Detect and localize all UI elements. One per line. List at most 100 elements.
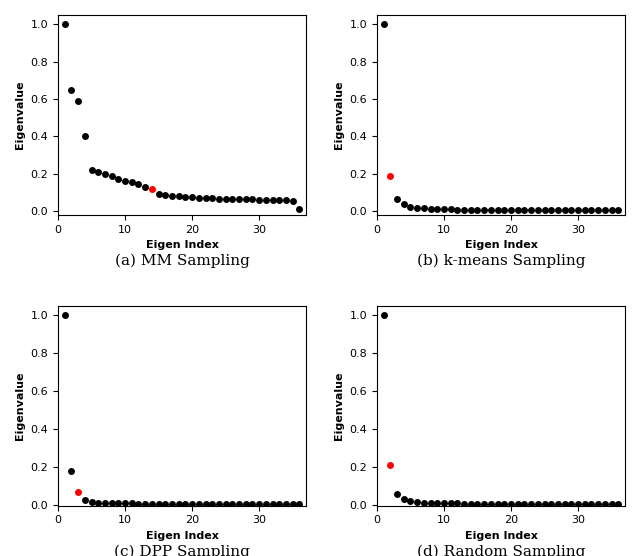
- Point: [586, 500, 596, 509]
- X-axis label: Eigen Index: Eigen Index: [146, 531, 218, 541]
- Point: [499, 500, 509, 509]
- Point: [281, 500, 291, 509]
- Y-axis label: Eigenvalue: Eigenvalue: [334, 371, 344, 440]
- Point: [274, 196, 284, 205]
- Point: [133, 499, 143, 508]
- Point: [513, 206, 523, 215]
- Point: [607, 206, 617, 215]
- Point: [207, 500, 218, 509]
- Point: [234, 500, 244, 509]
- Point: [187, 193, 197, 202]
- Point: [580, 500, 590, 509]
- Point: [173, 499, 184, 508]
- Point: [60, 311, 70, 320]
- Point: [200, 193, 211, 202]
- Point: [86, 498, 97, 507]
- Point: [281, 196, 291, 205]
- Point: [432, 499, 442, 508]
- Point: [566, 206, 577, 215]
- Point: [140, 182, 150, 191]
- X-axis label: Eigen Index: Eigen Index: [465, 531, 538, 541]
- Point: [519, 500, 529, 509]
- Point: [479, 206, 490, 215]
- Point: [445, 499, 456, 508]
- Point: [120, 177, 130, 186]
- Point: [452, 499, 463, 508]
- Point: [385, 460, 396, 469]
- Point: [439, 499, 449, 508]
- Point: [80, 132, 90, 141]
- Point: [173, 192, 184, 201]
- Point: [526, 500, 536, 509]
- Point: [254, 195, 264, 204]
- Text: (d) Random Sampling: (d) Random Sampling: [417, 545, 585, 556]
- Point: [513, 500, 523, 509]
- Point: [147, 185, 157, 193]
- Point: [260, 195, 271, 204]
- Point: [294, 205, 305, 214]
- Point: [573, 206, 583, 215]
- Point: [553, 206, 563, 215]
- Point: [194, 193, 204, 202]
- Point: [546, 206, 556, 215]
- Point: [472, 499, 483, 508]
- Point: [412, 498, 422, 507]
- Point: [120, 499, 130, 508]
- Point: [499, 206, 509, 215]
- Point: [221, 194, 231, 203]
- Point: [472, 205, 483, 214]
- Point: [600, 206, 610, 215]
- Point: [559, 206, 570, 215]
- Point: [100, 170, 110, 178]
- Point: [479, 499, 490, 508]
- Point: [419, 498, 429, 507]
- Point: [133, 179, 143, 188]
- Point: [180, 192, 191, 201]
- Point: [80, 495, 90, 504]
- Point: [127, 178, 137, 187]
- Point: [294, 500, 305, 509]
- Text: (b) k-means Sampling: (b) k-means Sampling: [417, 254, 585, 268]
- Point: [593, 500, 604, 509]
- Y-axis label: Eigenvalue: Eigenvalue: [15, 81, 25, 149]
- Point: [73, 97, 83, 106]
- Point: [426, 204, 436, 213]
- Point: [194, 500, 204, 509]
- Point: [241, 195, 251, 203]
- Point: [493, 206, 503, 215]
- Point: [385, 171, 396, 180]
- Text: (a) MM Sampling: (a) MM Sampling: [115, 254, 250, 268]
- Point: [466, 499, 476, 508]
- Point: [86, 166, 97, 175]
- Point: [67, 85, 77, 94]
- Point: [73, 488, 83, 497]
- Point: [459, 499, 469, 508]
- Point: [580, 206, 590, 215]
- Point: [466, 205, 476, 214]
- Point: [67, 466, 77, 475]
- Point: [93, 498, 104, 507]
- Text: (c) DPP Sampling: (c) DPP Sampling: [114, 545, 250, 556]
- Point: [187, 500, 197, 509]
- Point: [486, 206, 496, 215]
- Point: [200, 500, 211, 509]
- Point: [100, 498, 110, 507]
- Point: [452, 205, 463, 214]
- Point: [127, 499, 137, 508]
- Point: [506, 206, 516, 215]
- X-axis label: Eigen Index: Eigen Index: [146, 240, 218, 250]
- Point: [241, 500, 251, 509]
- Point: [493, 499, 503, 508]
- Point: [405, 202, 415, 211]
- Point: [167, 191, 177, 200]
- Point: [154, 499, 164, 508]
- Point: [546, 500, 556, 509]
- Point: [207, 193, 218, 202]
- Point: [140, 499, 150, 508]
- Point: [566, 500, 577, 509]
- Point: [287, 196, 298, 205]
- Point: [180, 500, 191, 509]
- Point: [506, 500, 516, 509]
- Point: [399, 495, 409, 504]
- Point: [378, 311, 388, 320]
